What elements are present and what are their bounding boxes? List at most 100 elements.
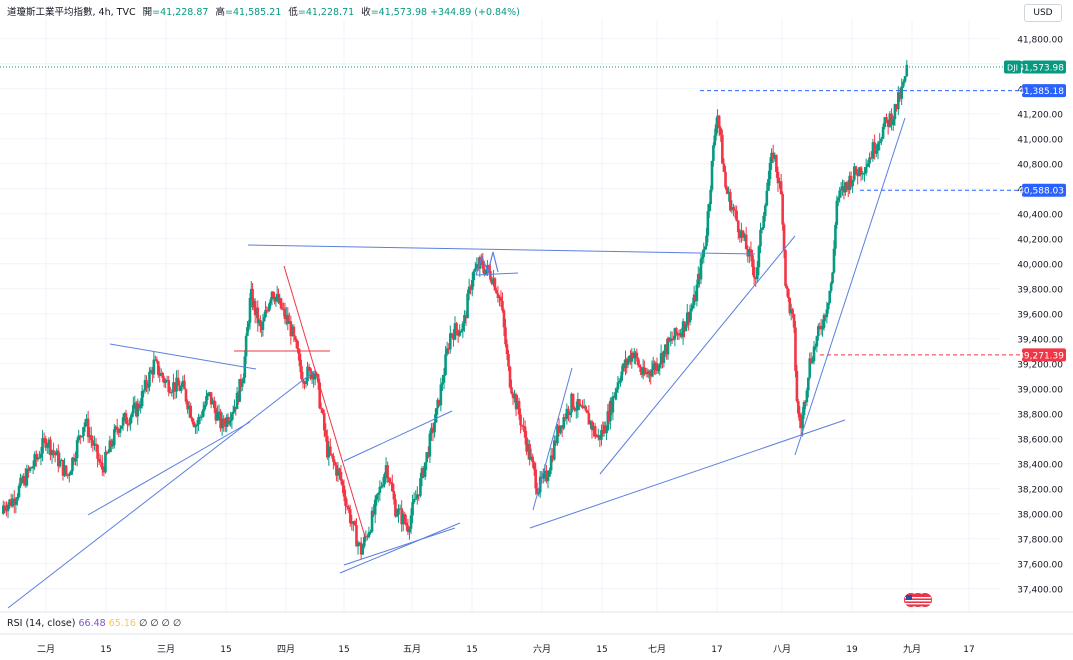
candle-body (1, 505, 5, 514)
time-axis: 二月 15 三月 15 四月 15 五月 15 六月 15 七月 17 八月 19 九月 17 (37, 643, 975, 655)
candle-body (405, 522, 408, 526)
candle-body (362, 536, 366, 547)
candle-body (319, 408, 323, 410)
candle-body (505, 344, 509, 354)
candle-body (495, 290, 498, 294)
candle-body (366, 536, 369, 538)
candle-body (690, 308, 693, 312)
pattern-drawing (475, 251, 499, 276)
price-tick-label: 40,200.00 (1017, 235, 1063, 245)
candle-body (259, 320, 262, 326)
candle-body (486, 265, 489, 270)
candle-body (89, 435, 93, 441)
candle-body (733, 209, 737, 211)
candle-body (345, 506, 349, 508)
candle-body (162, 377, 166, 383)
currency-button[interactable]: USD (1024, 4, 1062, 22)
candle-body (264, 309, 267, 318)
candle-body (795, 370, 799, 402)
candle-body (510, 387, 513, 394)
candle-body (428, 433, 432, 457)
candle-body (802, 401, 806, 415)
candle-body (574, 409, 578, 411)
candle-body (582, 406, 586, 409)
candle-body (231, 411, 235, 414)
candle-body (821, 327, 824, 330)
candle-body (492, 278, 495, 284)
candle-body (108, 440, 112, 453)
candle-body (789, 309, 793, 314)
candle-body (325, 435, 329, 458)
candle-body (519, 414, 522, 426)
high-value: =41,585.21 (225, 7, 282, 18)
candle-body (844, 182, 847, 193)
candle-body (604, 425, 607, 434)
rsi-legend[interactable]: RSI (14, close) 66.48 65.16 ∅ ∅ ∅ ∅ (7, 618, 181, 629)
candle-body (387, 478, 391, 482)
candle-body (256, 307, 260, 324)
candle-body (698, 273, 701, 280)
candle-body (114, 426, 118, 430)
price-tick-label: 38,200.00 (1017, 485, 1063, 495)
candle-body (214, 408, 218, 421)
candle-body (20, 477, 24, 483)
candle-body (520, 425, 524, 427)
candle-body (206, 393, 210, 397)
candle-body (706, 211, 710, 236)
candle-body (568, 412, 572, 415)
candle-body (247, 322, 251, 328)
candle-body (818, 326, 822, 328)
candle-body (655, 363, 659, 371)
trendline (529, 419, 846, 529)
candle-body (807, 377, 810, 391)
candle-body (437, 399, 441, 406)
candle-body (822, 314, 826, 328)
candle-body (165, 380, 169, 382)
candle-body (473, 268, 477, 272)
candle-body (587, 413, 591, 425)
candle-body (900, 86, 903, 99)
candle-body (44, 438, 48, 448)
candle-body (217, 411, 221, 413)
candle-body (395, 514, 399, 517)
candle-body (767, 179, 770, 191)
candle-body (673, 328, 677, 340)
candle-body (643, 367, 646, 374)
us-flag-icon[interactable] (903, 592, 933, 608)
candle-body (197, 416, 200, 425)
candle-body (668, 338, 671, 342)
candle-body (483, 268, 486, 275)
candle-body (881, 126, 885, 139)
candle-body (136, 403, 140, 417)
time-tick-label: 八月 (773, 644, 791, 655)
candle-body (570, 393, 573, 413)
candle-body (72, 457, 76, 462)
candle-body (848, 175, 851, 191)
candle-body (560, 425, 564, 429)
candle-body (537, 492, 541, 495)
candle-body (133, 402, 137, 406)
candle-body (902, 81, 905, 87)
candle-body (212, 400, 216, 409)
candle-body (725, 187, 729, 194)
candle-body (748, 249, 751, 257)
price-tick-label: 38,600.00 (1017, 435, 1063, 445)
candle-body (172, 382, 175, 392)
symbol-legend[interactable]: 道瓊斯工業平均指數, 4h, TVC 開=41,228.87 高=41,585.… (7, 4, 520, 18)
candle-body (677, 333, 681, 336)
candle-body (453, 323, 457, 340)
candle-body (839, 189, 843, 191)
candle-body (696, 273, 700, 285)
candle-body (455, 323, 458, 331)
candle-body (355, 525, 358, 547)
candle-body (378, 486, 382, 493)
candle-body (799, 420, 803, 429)
candle-body (636, 358, 640, 366)
candle-body (329, 446, 332, 454)
trendline (7, 369, 317, 609)
candle-body (295, 340, 299, 349)
candle-body (190, 418, 194, 422)
price-tag (1022, 84, 1066, 98)
candle-body (834, 224, 837, 249)
